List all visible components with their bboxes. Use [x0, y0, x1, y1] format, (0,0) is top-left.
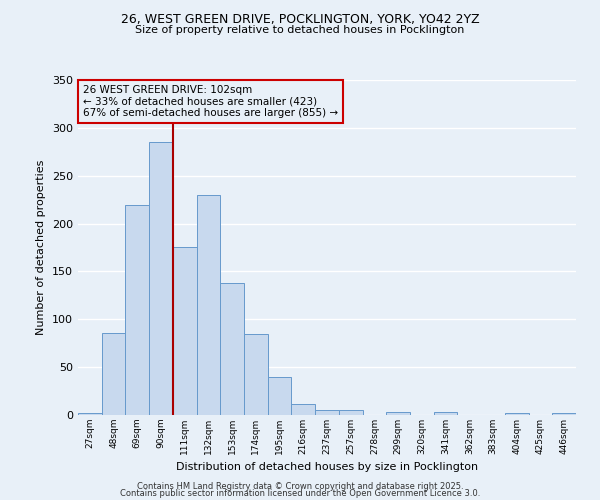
Bar [339, 410, 362, 415]
Bar [315, 410, 339, 415]
Bar [386, 412, 410, 415]
Bar [149, 142, 173, 415]
Bar [268, 376, 292, 415]
Bar [552, 413, 576, 415]
Bar [220, 283, 244, 415]
Text: Contains public sector information licensed under the Open Government Licence 3.: Contains public sector information licen… [120, 490, 480, 498]
Bar [434, 412, 457, 415]
Bar [244, 334, 268, 415]
Text: 26, WEST GREEN DRIVE, POCKLINGTON, YORK, YO42 2YZ: 26, WEST GREEN DRIVE, POCKLINGTON, YORK,… [121, 12, 479, 26]
Bar [125, 206, 149, 415]
Bar [102, 332, 125, 415]
Bar [78, 413, 102, 415]
Y-axis label: Number of detached properties: Number of detached properties [37, 160, 46, 335]
Bar [197, 195, 220, 415]
Text: Size of property relative to detached houses in Pocklington: Size of property relative to detached ho… [136, 25, 464, 35]
Bar [292, 404, 315, 415]
Text: 26 WEST GREEN DRIVE: 102sqm
← 33% of detached houses are smaller (423)
67% of se: 26 WEST GREEN DRIVE: 102sqm ← 33% of det… [83, 85, 338, 118]
Bar [505, 413, 529, 415]
Text: Contains HM Land Registry data © Crown copyright and database right 2025.: Contains HM Land Registry data © Crown c… [137, 482, 463, 491]
Bar [173, 248, 197, 415]
X-axis label: Distribution of detached houses by size in Pocklington: Distribution of detached houses by size … [176, 462, 478, 472]
